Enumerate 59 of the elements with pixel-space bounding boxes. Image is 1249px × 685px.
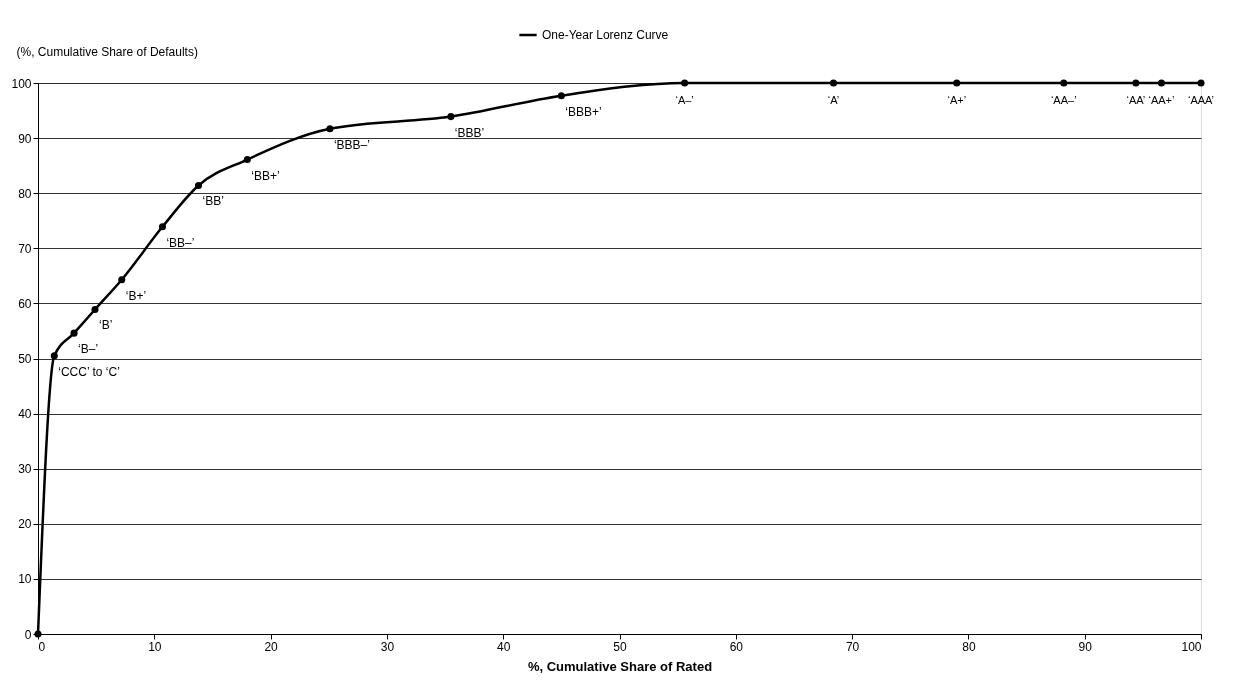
annotation: ‘A+’ bbox=[947, 94, 967, 106]
point bbox=[158, 223, 166, 231]
x-tick-label: 80 bbox=[962, 639, 976, 654]
x-axis-title: %, Cumulative Share of Rated bbox=[527, 658, 713, 674]
point bbox=[447, 113, 455, 121]
x-tick-label: 0 bbox=[38, 639, 46, 654]
y-tick-label: 90 bbox=[18, 131, 32, 146]
point bbox=[681, 79, 689, 87]
point bbox=[1132, 79, 1140, 87]
annotation: ‘B–’ bbox=[78, 342, 99, 357]
y-tick-label: 50 bbox=[18, 352, 32, 366]
x-tick-label: 20 bbox=[264, 639, 279, 654]
annotation: ‘B+’ bbox=[125, 288, 147, 303]
annotation: ‘BB’ bbox=[202, 194, 224, 209]
annotation: ‘BBB–’ bbox=[333, 137, 370, 152]
annotation: ‘B’ bbox=[98, 318, 113, 333]
point bbox=[326, 125, 334, 133]
annotation: ‘AA–’ bbox=[1050, 94, 1077, 106]
point bbox=[50, 352, 58, 360]
legend-label: One-Year Lorenz Curve bbox=[542, 28, 669, 42]
x-tick-label: 100 bbox=[1181, 639, 1202, 654]
point bbox=[91, 305, 99, 313]
x-tick-label: 90 bbox=[1078, 639, 1093, 654]
point bbox=[557, 92, 565, 100]
y-tick-label: 80 bbox=[18, 186, 32, 201]
point bbox=[1197, 79, 1205, 87]
point bbox=[118, 276, 126, 284]
x-tick-label: 40 bbox=[497, 639, 511, 654]
annotation: ‘BBB’ bbox=[454, 125, 485, 140]
x-tick-label: 70 bbox=[845, 639, 860, 654]
y-tick-label: 30 bbox=[18, 462, 32, 477]
annotation: ‘CCC’ to ‘C’ bbox=[58, 364, 120, 379]
annotation: ‘BB–’ bbox=[166, 235, 195, 250]
annotation: ‘AA’ bbox=[1126, 94, 1146, 106]
y-tick-label: 10 bbox=[18, 572, 32, 587]
annotation: ‘AA+’ bbox=[1148, 94, 1175, 106]
x-tick-label: 30 bbox=[380, 639, 395, 654]
y-axis-title: (%, Cumulative Share of Defaults) bbox=[16, 44, 198, 59]
y-tick-label: 70 bbox=[18, 241, 32, 256]
y-tick-label: 40 bbox=[18, 407, 32, 422]
point bbox=[829, 79, 838, 87]
point bbox=[953, 79, 961, 87]
x-tick-label: 10 bbox=[148, 639, 162, 654]
annotation: ‘A’ bbox=[827, 94, 840, 106]
y-tick-label: 60 bbox=[18, 296, 32, 311]
annotation: ‘A–’ bbox=[675, 94, 694, 106]
x-tick-label: 50 bbox=[613, 639, 627, 654]
y-tick-label: 100 bbox=[11, 76, 32, 91]
point bbox=[194, 181, 203, 190]
x-tick-label: 60 bbox=[729, 639, 744, 654]
y-tick-label: 0 bbox=[24, 627, 32, 642]
point bbox=[70, 329, 78, 337]
point bbox=[1157, 79, 1165, 87]
annotation: ‘BBB+’ bbox=[565, 104, 602, 119]
point bbox=[243, 156, 251, 164]
point bbox=[1060, 79, 1068, 87]
annotation: ‘BB+’ bbox=[251, 168, 280, 183]
annotation: ‘AAA’ bbox=[1187, 94, 1215, 106]
y-tick-label: 20 bbox=[18, 517, 32, 532]
